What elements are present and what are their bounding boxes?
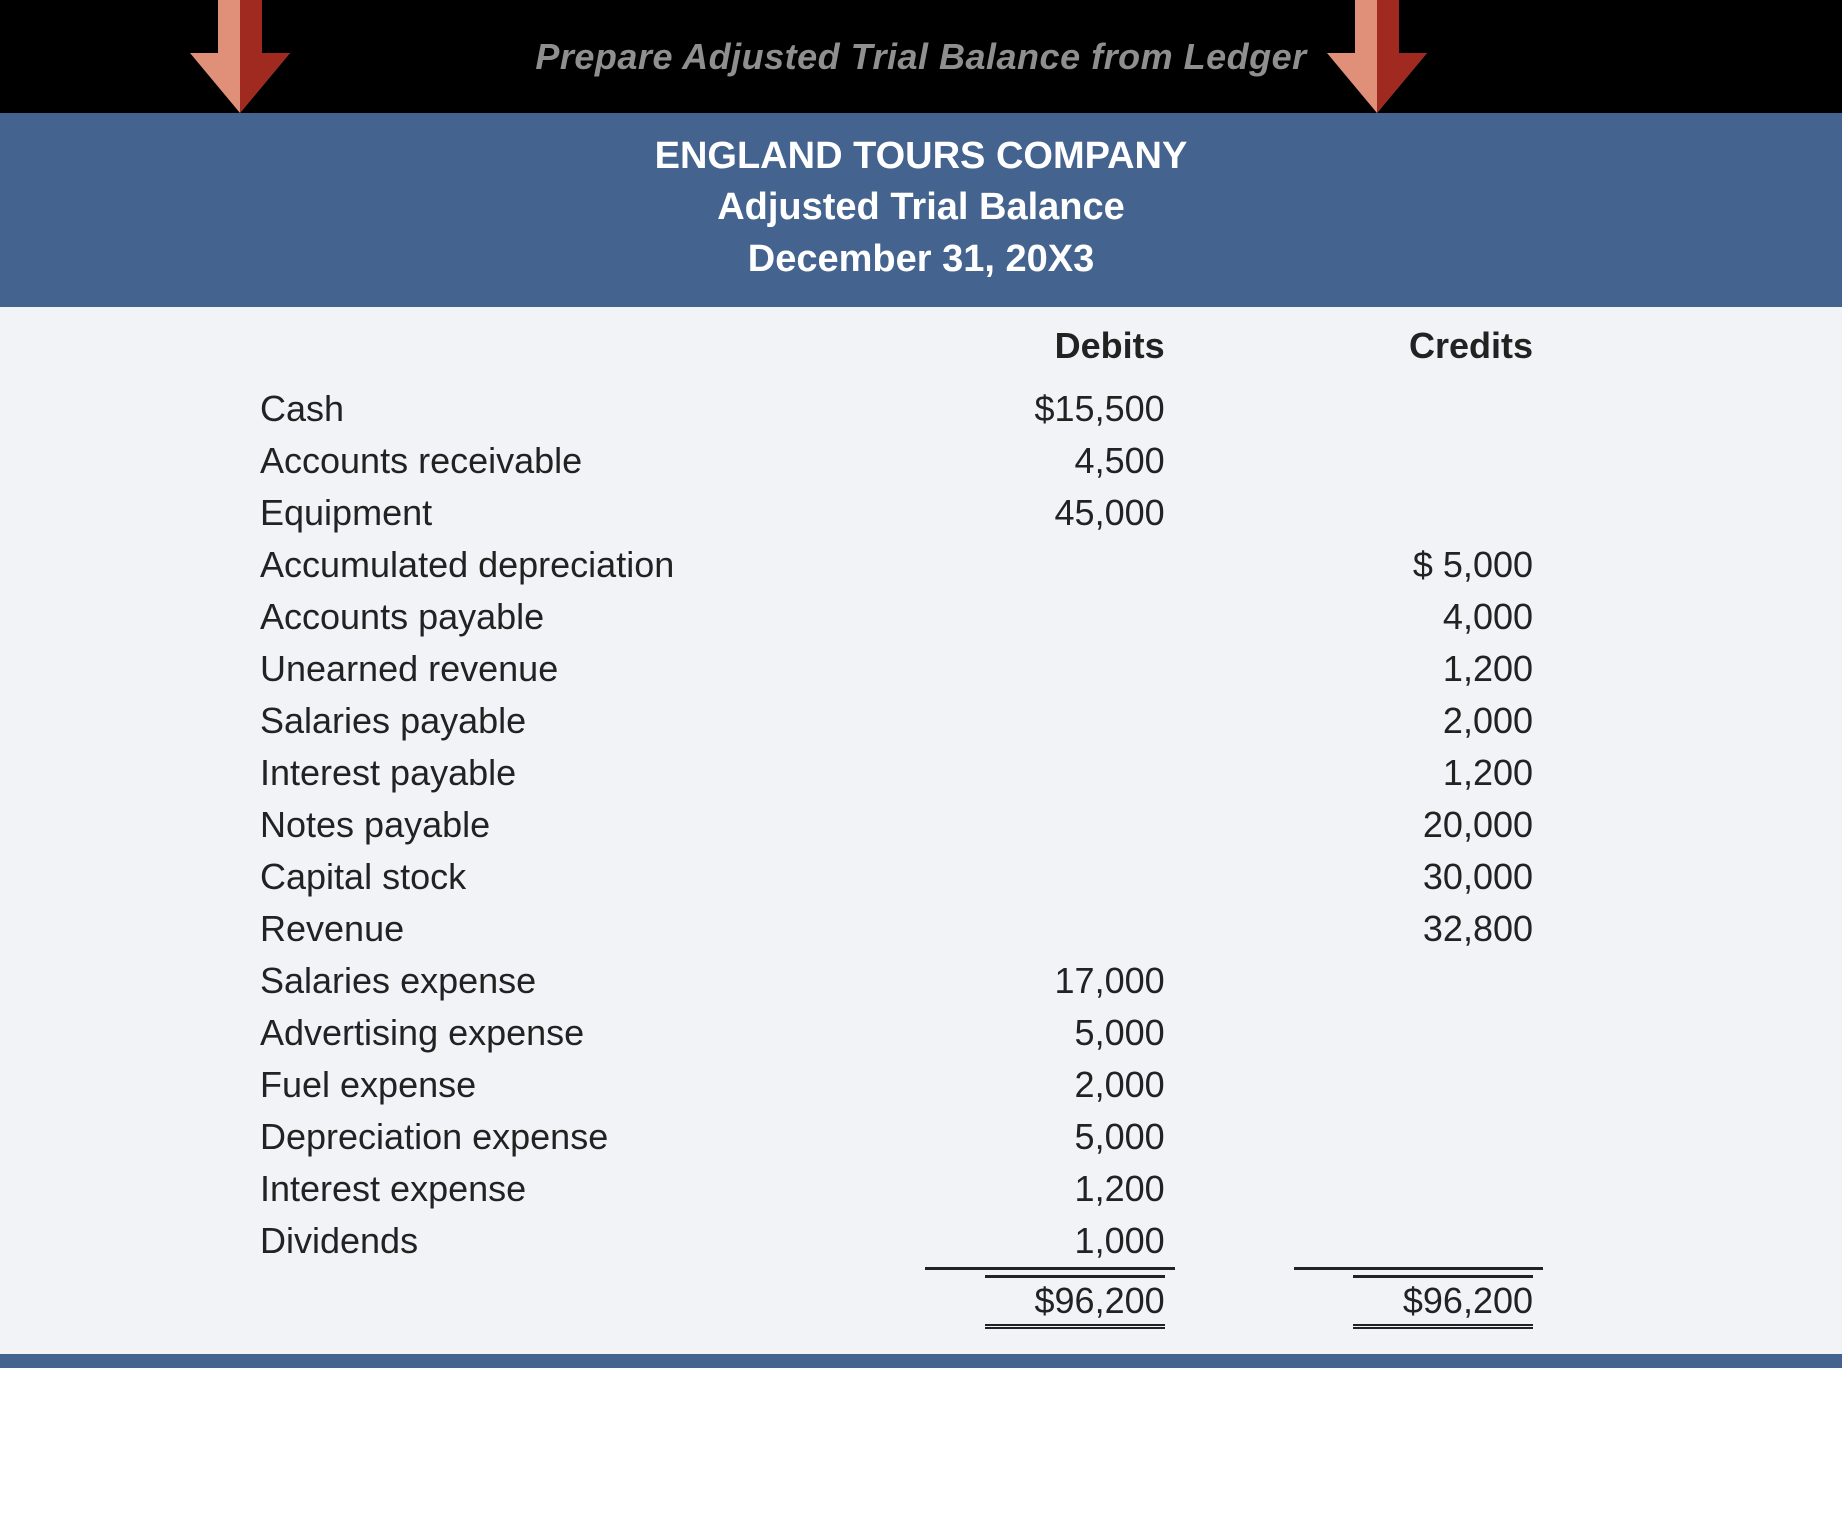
table-row: Accounts receivable4,500 bbox=[250, 435, 1662, 487]
company-name: ENGLAND TOURS COMPANY bbox=[0, 131, 1842, 182]
account-name: Salaries payable bbox=[250, 695, 925, 747]
credit-value bbox=[1294, 955, 1543, 1007]
debit-value bbox=[925, 591, 1174, 643]
credit-value bbox=[1294, 1007, 1543, 1059]
table-row: Depreciation expense5,000 bbox=[250, 1111, 1662, 1163]
table-row: Accounts payable 4,000 bbox=[250, 591, 1662, 643]
account-name: Equipment bbox=[250, 487, 925, 539]
credit-value: 2,000 bbox=[1294, 695, 1543, 747]
table-area: Debits Credits Cash$15,500Accounts recei… bbox=[0, 307, 1842, 1368]
account-name: Advertising expense bbox=[250, 1007, 925, 1059]
credit-value: 30,000 bbox=[1294, 851, 1543, 903]
credit-value: 20,000 bbox=[1294, 799, 1543, 851]
col-account bbox=[250, 319, 925, 383]
debit-value: 4,500 bbox=[925, 435, 1174, 487]
debit-value bbox=[925, 643, 1174, 695]
account-name: Unearned revenue bbox=[250, 643, 925, 695]
report-header: ENGLAND TOURS COMPANY Adjusted Trial Bal… bbox=[0, 113, 1842, 307]
credit-value: $ 5,000 bbox=[1294, 539, 1543, 591]
table-row: Interest payable 1,200 bbox=[250, 747, 1662, 799]
banner-caption: Prepare Adjusted Trial Balance from Ledg… bbox=[535, 36, 1306, 78]
report-title: Adjusted Trial Balance bbox=[0, 182, 1842, 233]
arrow-down-icon bbox=[190, 0, 290, 123]
table-row: Accumulated depreciation $ 5,000 bbox=[250, 539, 1662, 591]
credit-value bbox=[1294, 1111, 1543, 1163]
col-debits: Debits bbox=[925, 319, 1174, 383]
totals-row: $96,200 $96,200 bbox=[250, 1268, 1662, 1334]
account-name: Depreciation expense bbox=[250, 1111, 925, 1163]
debit-value: 1,000 bbox=[925, 1215, 1174, 1269]
debit-value bbox=[925, 851, 1174, 903]
trial-balance-table: Debits Credits Cash$15,500Accounts recei… bbox=[250, 319, 1662, 1334]
account-name: Revenue bbox=[250, 903, 925, 955]
debit-value: 5,000 bbox=[925, 1111, 1174, 1163]
top-banner: Prepare Adjusted Trial Balance from Ledg… bbox=[0, 0, 1842, 113]
table-row: Cash$15,500 bbox=[250, 383, 1662, 435]
table-row: Notes payable 20,000 bbox=[250, 799, 1662, 851]
debit-value: $15,500 bbox=[925, 383, 1174, 435]
table-row: Capital stock 30,000 bbox=[250, 851, 1662, 903]
credit-value bbox=[1294, 1215, 1543, 1269]
credit-value bbox=[1294, 487, 1543, 539]
table-row: Dividends1,000 bbox=[250, 1215, 1662, 1269]
debit-value bbox=[925, 539, 1174, 591]
table-row: Salaries payable 2,000 bbox=[250, 695, 1662, 747]
credit-value bbox=[1294, 383, 1543, 435]
account-name: Accounts receivable bbox=[250, 435, 925, 487]
table-row: Fuel expense2,000 bbox=[250, 1059, 1662, 1111]
debit-value: 5,000 bbox=[925, 1007, 1174, 1059]
debit-value: 17,000 bbox=[925, 955, 1174, 1007]
debit-value bbox=[925, 799, 1174, 851]
credit-value: 1,200 bbox=[1294, 747, 1543, 799]
account-name: Salaries expense bbox=[250, 955, 925, 1007]
arrow-down-icon bbox=[1327, 0, 1427, 123]
credit-value bbox=[1294, 1163, 1543, 1215]
account-name: Accounts payable bbox=[250, 591, 925, 643]
debit-value: 1,200 bbox=[925, 1163, 1174, 1215]
credit-value bbox=[1294, 1059, 1543, 1111]
table-row: Revenue 32,800 bbox=[250, 903, 1662, 955]
debit-value: 2,000 bbox=[925, 1059, 1174, 1111]
account-name: Dividends bbox=[250, 1215, 925, 1269]
credit-value: 1,200 bbox=[1294, 643, 1543, 695]
report-date: December 31, 20X3 bbox=[0, 234, 1842, 285]
debit-value bbox=[925, 695, 1174, 747]
account-name: Accumulated depreciation bbox=[250, 539, 925, 591]
debit-total: $96,200 bbox=[925, 1268, 1174, 1334]
debit-value bbox=[925, 903, 1174, 955]
credit-value bbox=[1294, 435, 1543, 487]
debit-value bbox=[925, 747, 1174, 799]
account-name: Cash bbox=[250, 383, 925, 435]
account-name: Interest expense bbox=[250, 1163, 925, 1215]
account-name: Fuel expense bbox=[250, 1059, 925, 1111]
credit-value: 4,000 bbox=[1294, 591, 1543, 643]
credit-total: $96,200 bbox=[1294, 1268, 1543, 1334]
table-header-row: Debits Credits bbox=[250, 319, 1662, 383]
credit-value: 32,800 bbox=[1294, 903, 1543, 955]
account-name: Interest payable bbox=[250, 747, 925, 799]
debit-value: 45,000 bbox=[925, 487, 1174, 539]
account-name: Capital stock bbox=[250, 851, 925, 903]
table-row: Salaries expense17,000 bbox=[250, 955, 1662, 1007]
account-name: Notes payable bbox=[250, 799, 925, 851]
table-row: Unearned revenue 1,200 bbox=[250, 643, 1662, 695]
table-row: Advertising expense5,000 bbox=[250, 1007, 1662, 1059]
table-row: Equipment45,000 bbox=[250, 487, 1662, 539]
table-row: Interest expense1,200 bbox=[250, 1163, 1662, 1215]
col-credits: Credits bbox=[1294, 319, 1543, 383]
